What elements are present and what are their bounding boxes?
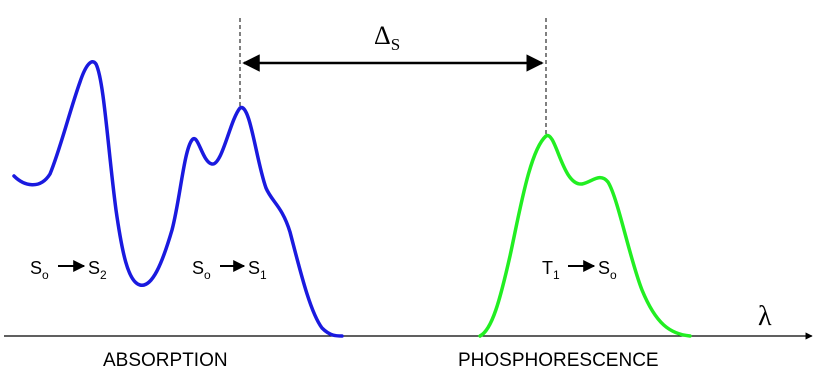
absorption-label: ABSORPTION: [103, 350, 228, 371]
phosphorescence-curve: [478, 134, 692, 338]
transition-t1-s0: T1 So: [542, 258, 617, 282]
svg-text:So: So: [192, 258, 211, 282]
svg-text:S1: S1: [248, 258, 267, 282]
svg-text:T1: T1: [542, 258, 560, 282]
transition-s0-s2: So S2: [30, 258, 107, 282]
shift-symbol: Δ: [374, 21, 391, 50]
svg-text:S2: S2: [88, 258, 107, 282]
absorption-curve: [12, 60, 344, 338]
axis-label-lambda: λ: [758, 301, 772, 332]
phosphorescence-label: PHOSPHORESCENCE: [458, 350, 659, 371]
shift-label: ΔS: [374, 21, 400, 54]
shift-subscript: S: [391, 35, 400, 54]
svg-text:So: So: [30, 258, 49, 282]
transition-s0-s1: So S1: [192, 258, 267, 282]
svg-text:So: So: [598, 258, 617, 282]
